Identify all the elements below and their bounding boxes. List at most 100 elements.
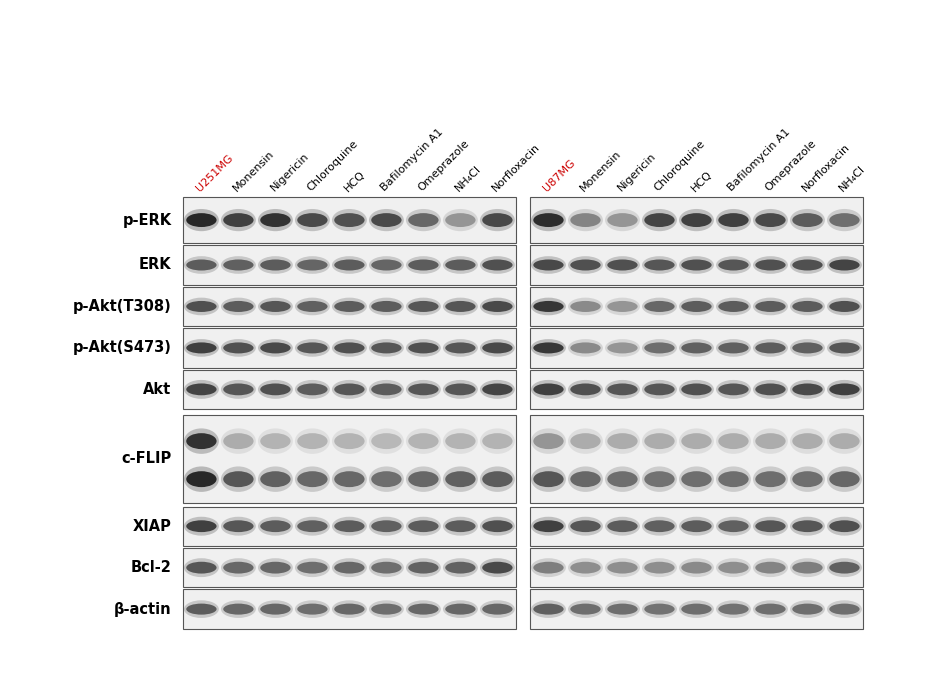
- Ellipse shape: [644, 301, 674, 312]
- Ellipse shape: [790, 209, 825, 231]
- Ellipse shape: [369, 517, 404, 536]
- Ellipse shape: [406, 600, 441, 618]
- Ellipse shape: [827, 466, 862, 492]
- Ellipse shape: [184, 600, 219, 618]
- Ellipse shape: [719, 471, 749, 487]
- Ellipse shape: [605, 256, 640, 274]
- Ellipse shape: [755, 562, 786, 574]
- Ellipse shape: [570, 604, 600, 614]
- Ellipse shape: [607, 471, 638, 487]
- Ellipse shape: [371, 562, 401, 574]
- Ellipse shape: [406, 298, 441, 315]
- Ellipse shape: [369, 600, 404, 618]
- Ellipse shape: [221, 298, 256, 315]
- Ellipse shape: [531, 298, 566, 315]
- Ellipse shape: [755, 520, 786, 532]
- Ellipse shape: [607, 384, 638, 395]
- Ellipse shape: [371, 343, 401, 353]
- Ellipse shape: [446, 604, 476, 614]
- Ellipse shape: [295, 558, 330, 577]
- FancyBboxPatch shape: [530, 245, 863, 285]
- Ellipse shape: [184, 517, 219, 536]
- Ellipse shape: [829, 604, 859, 614]
- Ellipse shape: [371, 471, 401, 487]
- FancyBboxPatch shape: [183, 328, 516, 368]
- Ellipse shape: [297, 433, 327, 449]
- Ellipse shape: [406, 517, 441, 536]
- Ellipse shape: [679, 428, 714, 454]
- Text: Chloroquine: Chloroquine: [306, 139, 360, 193]
- Ellipse shape: [187, 520, 217, 532]
- Ellipse shape: [790, 558, 825, 577]
- Ellipse shape: [297, 343, 327, 353]
- FancyBboxPatch shape: [183, 415, 516, 503]
- Ellipse shape: [408, 301, 439, 312]
- Ellipse shape: [446, 213, 476, 227]
- Ellipse shape: [829, 471, 859, 487]
- Ellipse shape: [753, 339, 788, 357]
- Ellipse shape: [260, 562, 291, 574]
- Ellipse shape: [258, 380, 293, 399]
- Ellipse shape: [642, 517, 677, 536]
- Ellipse shape: [223, 384, 253, 395]
- Ellipse shape: [642, 339, 677, 357]
- Ellipse shape: [223, 562, 253, 574]
- Ellipse shape: [221, 256, 256, 274]
- Text: U251MG: U251MG: [194, 153, 235, 193]
- Ellipse shape: [223, 433, 253, 449]
- Ellipse shape: [716, 466, 751, 492]
- Ellipse shape: [297, 213, 327, 227]
- Ellipse shape: [570, 562, 600, 574]
- Ellipse shape: [258, 600, 293, 618]
- Ellipse shape: [482, 343, 512, 353]
- Ellipse shape: [679, 466, 714, 492]
- Ellipse shape: [443, 600, 477, 618]
- Ellipse shape: [644, 384, 674, 395]
- Ellipse shape: [332, 600, 367, 618]
- Text: Bafilomycin A1: Bafilomycin A1: [726, 127, 793, 193]
- Ellipse shape: [570, 520, 600, 532]
- Text: Monensin: Monensin: [232, 149, 276, 193]
- Ellipse shape: [790, 256, 825, 274]
- Ellipse shape: [534, 604, 564, 614]
- Ellipse shape: [295, 209, 330, 231]
- Ellipse shape: [679, 517, 714, 536]
- Ellipse shape: [221, 380, 256, 399]
- Ellipse shape: [408, 384, 439, 395]
- Ellipse shape: [605, 339, 640, 357]
- Ellipse shape: [642, 600, 677, 618]
- Ellipse shape: [371, 384, 401, 395]
- Ellipse shape: [295, 339, 330, 357]
- Ellipse shape: [755, 433, 786, 449]
- Ellipse shape: [681, 384, 712, 395]
- Ellipse shape: [408, 213, 439, 227]
- Ellipse shape: [644, 213, 674, 227]
- Text: Norfloxacin: Norfloxacin: [800, 142, 852, 193]
- Ellipse shape: [531, 466, 566, 492]
- Ellipse shape: [531, 600, 566, 618]
- Ellipse shape: [480, 517, 515, 536]
- Ellipse shape: [719, 604, 749, 614]
- Ellipse shape: [258, 428, 293, 454]
- Ellipse shape: [605, 209, 640, 231]
- Ellipse shape: [258, 517, 293, 536]
- Text: Omeprazole: Omeprazole: [764, 139, 818, 193]
- Ellipse shape: [332, 428, 367, 454]
- Ellipse shape: [295, 600, 330, 618]
- Ellipse shape: [644, 343, 674, 353]
- Ellipse shape: [607, 260, 638, 270]
- Ellipse shape: [607, 604, 638, 614]
- Ellipse shape: [480, 558, 515, 577]
- Ellipse shape: [187, 260, 217, 270]
- Ellipse shape: [829, 520, 859, 532]
- Ellipse shape: [534, 433, 564, 449]
- Ellipse shape: [607, 343, 638, 353]
- Ellipse shape: [369, 380, 404, 399]
- FancyBboxPatch shape: [530, 548, 863, 587]
- Ellipse shape: [793, 604, 823, 614]
- Ellipse shape: [790, 428, 825, 454]
- Ellipse shape: [258, 256, 293, 274]
- Ellipse shape: [719, 343, 749, 353]
- Ellipse shape: [258, 558, 293, 577]
- Ellipse shape: [369, 558, 404, 577]
